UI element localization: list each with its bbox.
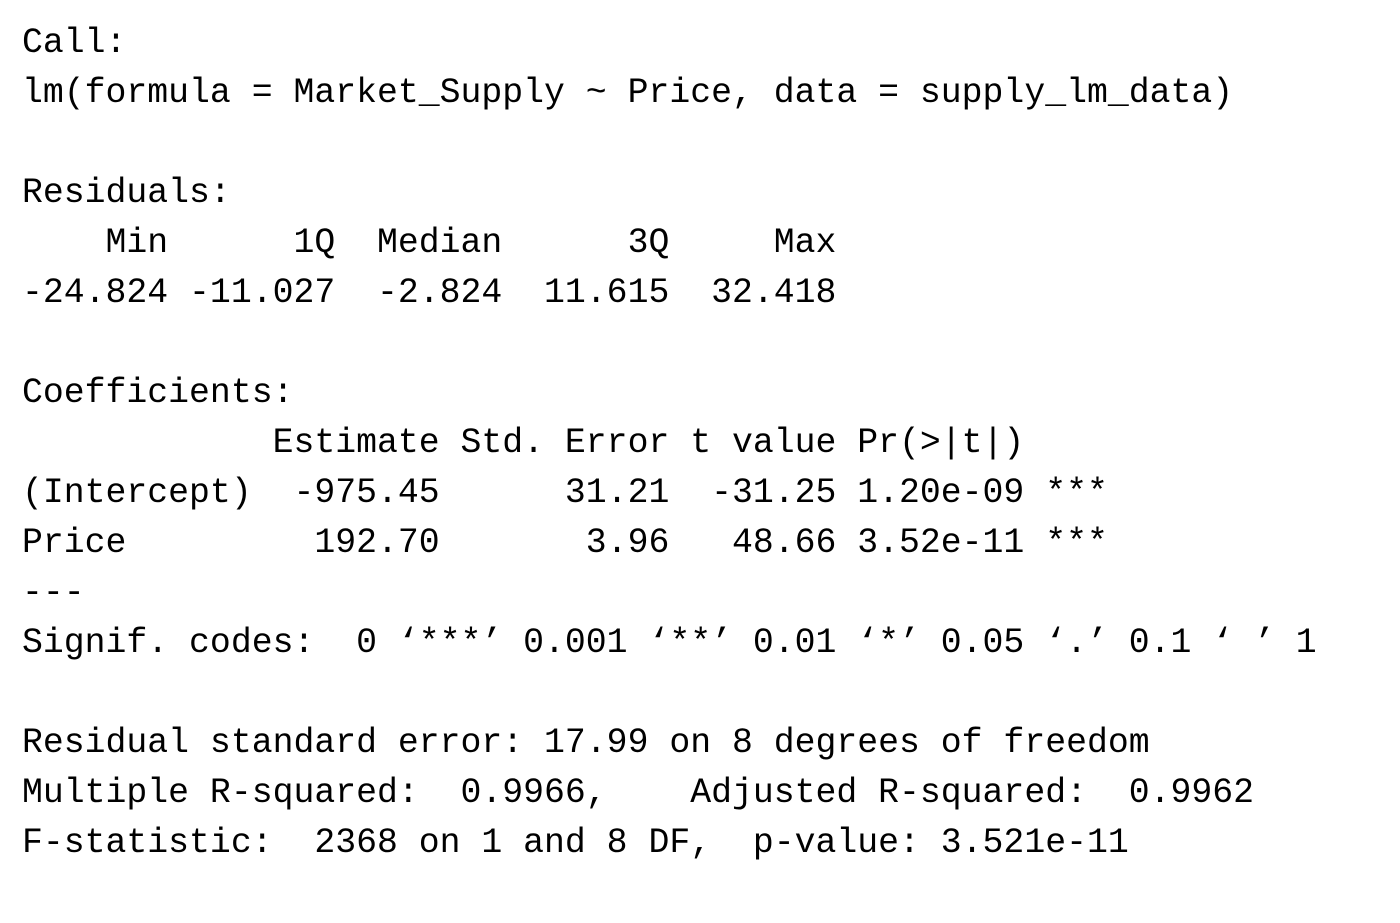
output-section: Call: lm(formula = Market_Supply ~ Price,… bbox=[22, 19, 1400, 119]
output-line: Min 1Q Median 3Q Max bbox=[22, 224, 837, 263]
output-section: Residual standard error: 17.99 on 8 degr… bbox=[22, 719, 1400, 869]
output-line: lm(formula = Market_Supply ~ Price, data… bbox=[22, 74, 1234, 113]
output-line: Price 192.70 3.96 48.66 3.52e-11 *** bbox=[22, 524, 1108, 563]
output-line: Residual standard error: 17.99 on 8 degr… bbox=[22, 724, 1150, 763]
output-line: -24.824 -11.027 -2.824 11.615 32.418 bbox=[22, 274, 837, 313]
output-line: Multiple R-squared: 0.9966, Adjusted R-s… bbox=[22, 774, 1255, 813]
output-line: Coefficients: bbox=[22, 374, 294, 413]
output-line: F-statistic: 2368 on 1 and 8 DF, p-value… bbox=[22, 824, 1129, 863]
output-section: Residuals: Min 1Q Median 3Q Max -24.824 -… bbox=[22, 169, 1400, 319]
output-line: Call: bbox=[22, 24, 127, 63]
output-line: (Intercept) -975.45 31.21 -31.25 1.20e-0… bbox=[22, 474, 1108, 513]
output-line: --- bbox=[22, 574, 85, 613]
output-line: Residuals: bbox=[22, 174, 231, 213]
output-line: Signif. codes: 0 ‘***’ 0.001 ‘**’ 0.01 ‘… bbox=[22, 624, 1317, 663]
output-section: Coefficients: Estimate Std. Error t valu… bbox=[22, 369, 1400, 669]
output-line: Estimate Std. Error t value Pr(>|t|) bbox=[22, 424, 1025, 463]
